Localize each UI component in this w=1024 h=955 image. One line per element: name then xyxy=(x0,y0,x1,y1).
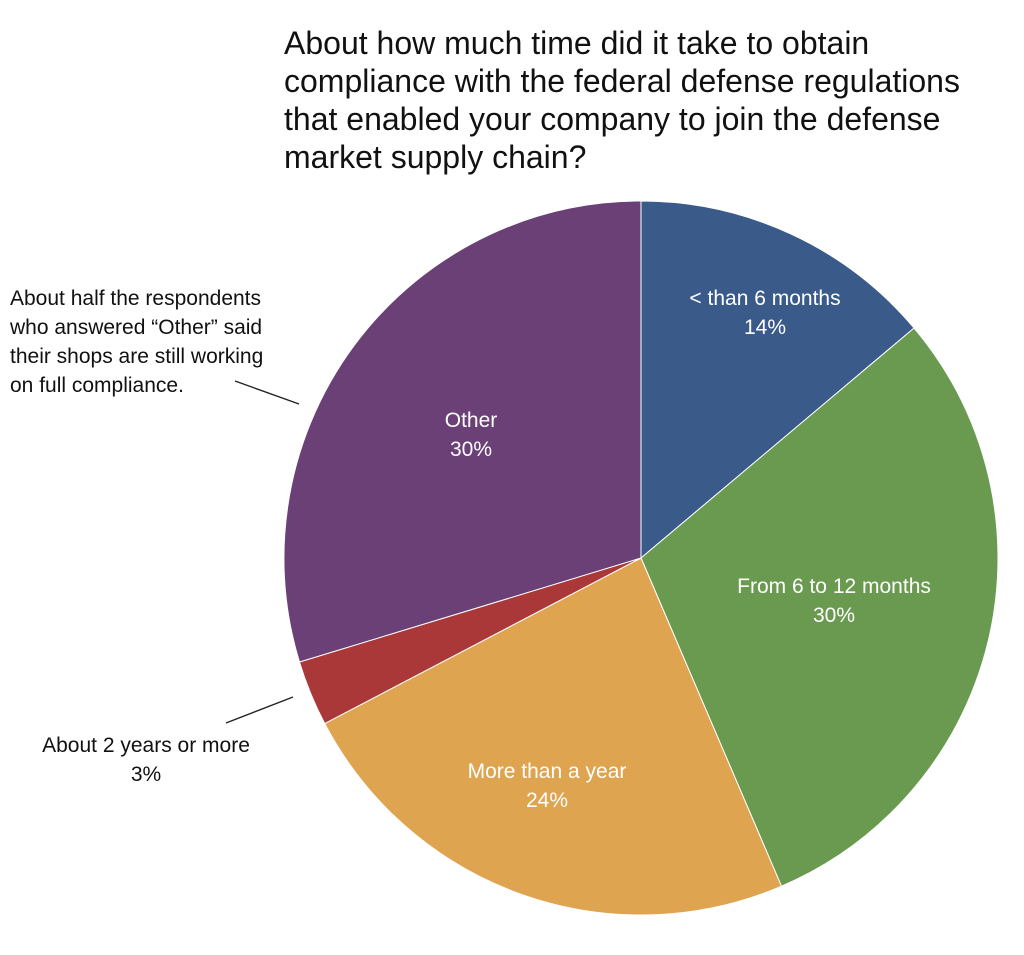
slice-label-lt-6-months: < than 6 months 14% xyxy=(689,287,840,339)
title-line-2: compliance with the federal defense regu… xyxy=(284,63,960,99)
slice-label-6-to-12-months: From 6 to 12 months 30% xyxy=(737,575,931,627)
slice-label-name: Other xyxy=(445,409,498,432)
annotation-line-4: on full compliance. xyxy=(10,374,184,397)
title-line-1: About how much time did it take to obtai… xyxy=(284,25,870,61)
annotation-line-3: their shops are still working xyxy=(10,345,264,368)
slice-label-name: About 2 years or more xyxy=(42,734,250,757)
slice-label-more-than-a-year: More than a year 24% xyxy=(468,760,627,812)
chart-title: About how much time did it take to obtai… xyxy=(284,24,1014,176)
slice-label-name: < than 6 months xyxy=(689,287,840,310)
leader-lines xyxy=(225,380,300,724)
pie-slice-6-to-12-months xyxy=(640,327,999,887)
slice-label-value: 24% xyxy=(526,789,568,812)
slice-labels: < than 6 months 14% From 6 to 12 months 30%… xyxy=(42,287,931,812)
leader-line-about-2-years xyxy=(225,696,294,724)
slice-label-value: 14% xyxy=(744,316,786,339)
pie-slice-lt-6-months xyxy=(640,200,915,560)
slice-label-value: 30% xyxy=(813,604,855,627)
slice-label-value: 3% xyxy=(131,763,161,786)
pie-slices xyxy=(283,200,999,916)
slice-label-other: Other 30% xyxy=(445,409,498,461)
slice-label-value: 30% xyxy=(450,438,492,461)
title-line-3: that enabled your company to join the de… xyxy=(284,101,941,137)
annotation-line-2: who answered “Other” said xyxy=(10,316,263,339)
annotation-line-1: About half the respondents xyxy=(10,287,262,310)
slice-label-name: More than a year xyxy=(468,760,627,783)
slice-label-about-2-years: About 2 years or more 3% xyxy=(42,734,250,786)
pie-slice-more-than-a-year xyxy=(324,557,783,916)
slice-label-name: From 6 to 12 months xyxy=(737,575,931,598)
other-annotation: About half the respondents who answered … xyxy=(10,284,330,400)
title-line-4: market supply chain? xyxy=(284,139,587,175)
leader-line-other-annotation xyxy=(234,380,300,405)
pie-slice-other xyxy=(283,200,642,663)
